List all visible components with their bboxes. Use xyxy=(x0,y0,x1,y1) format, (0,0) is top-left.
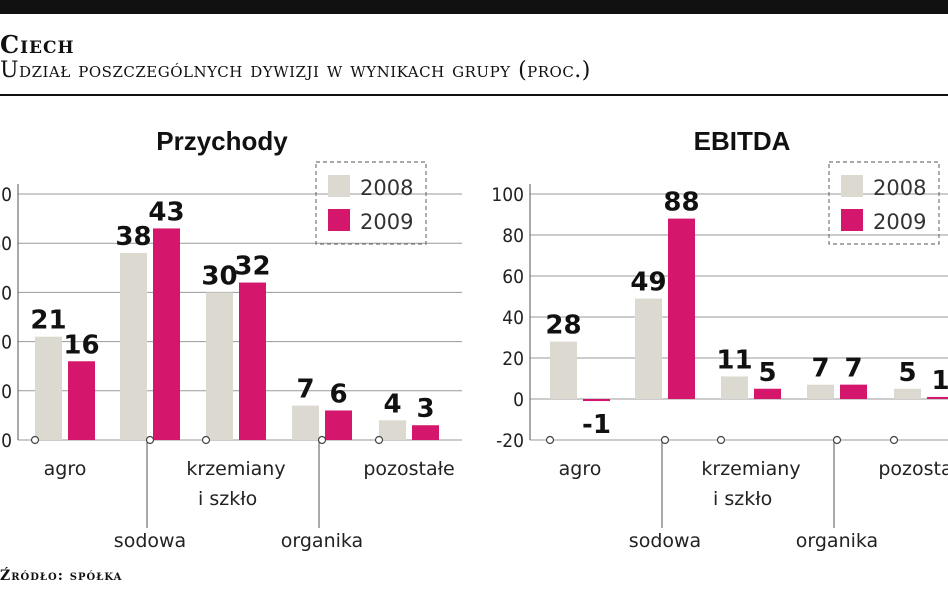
category-marker xyxy=(889,435,899,445)
data-label: 7 xyxy=(296,375,314,405)
bar-2009 xyxy=(412,425,439,440)
category-marker xyxy=(317,435,327,445)
bar-2009 xyxy=(840,384,867,399)
category-label: krzemiany xyxy=(701,458,800,480)
page-subtitle: Udział poszczególnych dywizji w wynikach… xyxy=(0,58,591,83)
bar-2009 xyxy=(239,282,266,440)
data-label: 16 xyxy=(63,330,99,360)
bar-2009 xyxy=(153,228,180,440)
legend: 2008 2009 xyxy=(828,161,940,245)
data-label: 7 xyxy=(844,354,862,384)
data-label: 5 xyxy=(758,358,776,388)
legend: 2008 2009 xyxy=(315,161,427,245)
category-label: sodowa xyxy=(114,530,186,552)
data-label: 4 xyxy=(383,389,401,419)
category-label: pozostałe xyxy=(878,458,948,480)
bar-2009 xyxy=(927,396,948,399)
top-black-bar xyxy=(0,0,948,14)
bar-2008 xyxy=(550,341,577,399)
chart-title: Przychody xyxy=(156,126,288,156)
bar-2009 xyxy=(583,399,610,402)
data-label: 3 xyxy=(416,394,434,424)
chart-ebitda: EBITDA -20 0 20 40 60 80 100 28 49 11 7 5 -1 88 5 7 1 agro… xyxy=(491,126,948,552)
category-marker xyxy=(374,435,384,445)
data-label: 49 xyxy=(630,268,666,298)
y-tick-label: 80 xyxy=(502,225,524,247)
y-tick-label: 0 xyxy=(1,430,12,452)
legend-label-2008: 2008 xyxy=(873,176,926,200)
legend-swatch-2009 xyxy=(328,209,350,231)
legend-label-2009: 2009 xyxy=(360,210,413,234)
legend-swatch-2009 xyxy=(841,209,863,231)
y-tick-label: 20 xyxy=(502,348,524,370)
data-label: 21 xyxy=(30,306,66,336)
bar-2008 xyxy=(807,384,834,399)
bar-2008 xyxy=(120,253,147,440)
data-label: 28 xyxy=(545,311,581,341)
data-label: -1 xyxy=(582,410,611,440)
category-marker xyxy=(201,435,211,445)
data-label: 5 xyxy=(898,358,916,388)
category-marker xyxy=(545,435,555,445)
y-tick-label: 0 xyxy=(513,389,524,411)
bar-2008 xyxy=(292,405,319,440)
category-label: sodowa xyxy=(629,530,701,552)
data-label: 38 xyxy=(115,222,151,252)
category-label: agro xyxy=(44,458,87,480)
y-tick-label: 30 xyxy=(0,282,12,304)
legend-swatch-2008 xyxy=(328,175,350,197)
y-tick-label: 40 xyxy=(0,233,12,255)
bar-2008 xyxy=(379,420,406,440)
legend-label-2009: 2009 xyxy=(873,210,926,234)
category-label: organika xyxy=(281,530,363,552)
category-marker xyxy=(145,435,155,445)
y-tick-label: 50 xyxy=(0,184,12,206)
legend-frame xyxy=(828,161,940,245)
y-tick-label: 100 xyxy=(491,184,524,206)
bar-2008 xyxy=(35,336,62,440)
data-label: 88 xyxy=(663,188,699,218)
bar-2008 xyxy=(635,298,662,399)
data-label: 6 xyxy=(329,379,347,409)
source-note: Źródło: spółka xyxy=(0,568,123,584)
bar-2009 xyxy=(668,218,695,399)
category-label: agro xyxy=(559,458,602,480)
legend-label-2008: 2008 xyxy=(360,176,413,200)
category-marker xyxy=(832,435,842,445)
page-title: Ciech xyxy=(0,30,75,59)
category-label: i szkło xyxy=(198,488,257,510)
data-label: 43 xyxy=(148,197,184,227)
y-tick-label: -20 xyxy=(496,430,524,452)
y-tick-label: 20 xyxy=(0,332,12,354)
legend-swatch-2008 xyxy=(841,175,863,197)
legend-frame xyxy=(315,161,427,245)
data-label: 11 xyxy=(716,345,752,375)
y-tick-label: 10 xyxy=(0,381,12,403)
category-label: i szkło xyxy=(713,488,772,510)
data-label: 1 xyxy=(931,366,948,396)
category-marker xyxy=(660,435,670,445)
bar-2009 xyxy=(68,361,95,440)
bar-2008 xyxy=(721,376,748,399)
category-label: krzemiany xyxy=(186,458,285,480)
header-rule xyxy=(0,94,948,96)
bar-2009 xyxy=(754,388,781,399)
bar-2008 xyxy=(894,388,921,399)
bar-2008 xyxy=(206,292,233,440)
y-tick-label: 60 xyxy=(502,266,524,288)
category-marker xyxy=(30,435,40,445)
y-tick-label: 40 xyxy=(502,307,524,329)
data-label: 30 xyxy=(201,261,237,291)
data-label: 7 xyxy=(811,354,829,384)
category-label: pozostałe xyxy=(363,458,454,480)
category-label: organika xyxy=(796,530,878,552)
chart-title: EBITDA xyxy=(694,126,791,156)
category-marker xyxy=(716,435,726,445)
data-label: 32 xyxy=(234,252,270,282)
chart-przychody: Przychody 0 10 20 30 40 50 21 38 30 7 4 16 43 32 6 3 agro… xyxy=(0,126,462,552)
bar-2009 xyxy=(325,410,352,440)
